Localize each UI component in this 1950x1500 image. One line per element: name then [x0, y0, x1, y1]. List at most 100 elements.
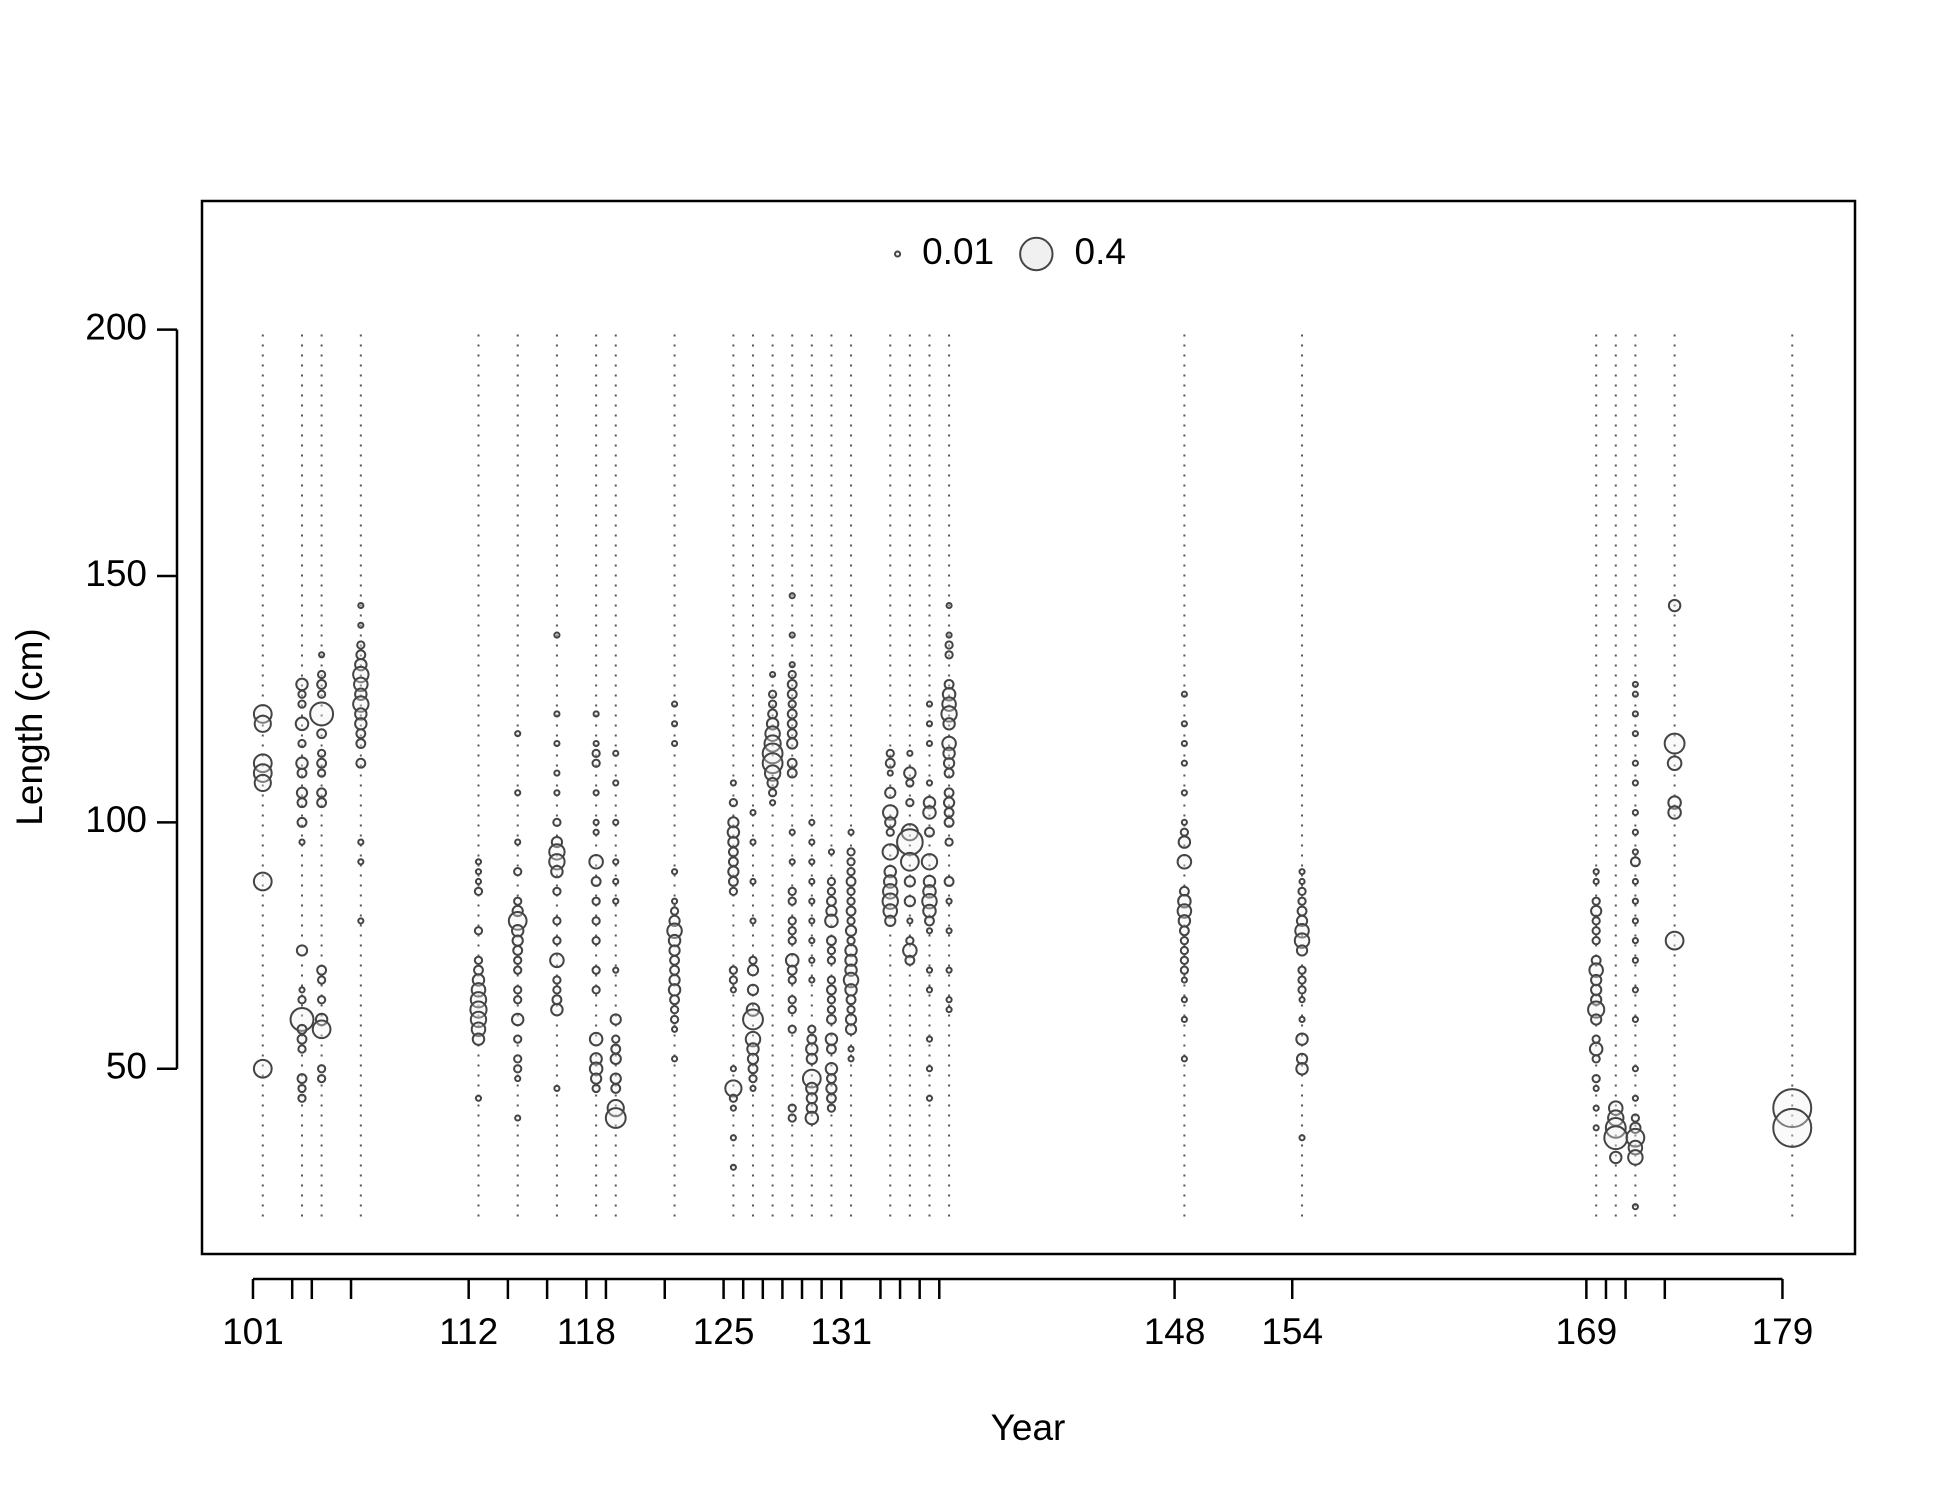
bubble	[295, 756, 309, 770]
bubble	[297, 995, 307, 1005]
bubble	[513, 1054, 523, 1064]
bubble	[1592, 1124, 1600, 1132]
bubble	[767, 699, 778, 709]
bubble	[749, 877, 757, 886]
bubble	[553, 710, 561, 718]
bubble	[1592, 1104, 1600, 1112]
bubble	[808, 897, 816, 905]
bubble	[296, 1073, 308, 1085]
bubble	[925, 1094, 934, 1102]
bubble	[808, 858, 816, 866]
bubble	[295, 944, 309, 957]
bubble	[590, 1072, 603, 1085]
bubble	[588, 1031, 604, 1047]
bubble	[844, 943, 858, 958]
bubble	[749, 838, 757, 846]
bubble	[727, 865, 740, 878]
bubble	[252, 871, 273, 892]
x-axis-title: Year	[991, 1407, 1066, 1448]
bubble	[316, 768, 327, 778]
bubble	[514, 1075, 522, 1083]
bubble	[1177, 914, 1192, 928]
bubble	[763, 764, 782, 782]
bubble	[786, 767, 798, 779]
bubble	[513, 867, 523, 877]
bubble	[591, 1083, 601, 1094]
bubble	[905, 798, 915, 808]
bubble	[787, 699, 797, 709]
bubble	[474, 868, 483, 876]
bubble	[1296, 905, 1308, 917]
bubble	[474, 858, 483, 866]
bubble	[807, 1024, 817, 1034]
bubble	[845, 905, 857, 917]
bubble	[896, 828, 924, 856]
bubble	[1591, 1073, 1601, 1084]
bubble	[826, 1004, 837, 1015]
bubble	[804, 1110, 820, 1126]
bubble	[549, 952, 565, 969]
bubble	[1631, 1015, 1639, 1024]
bubble	[1630, 1113, 1641, 1123]
bubble	[767, 708, 779, 720]
bubble	[609, 1072, 622, 1085]
bubble	[591, 985, 601, 995]
bubble	[298, 838, 306, 846]
bubble	[788, 631, 796, 639]
bubble	[808, 956, 816, 964]
bubble	[1295, 1062, 1309, 1076]
y-tick-label: 50	[106, 1046, 147, 1087]
bubble	[748, 955, 758, 965]
bubble	[847, 828, 855, 836]
bubble	[943, 816, 955, 828]
bubble	[882, 903, 899, 919]
bubble	[749, 917, 757, 925]
bubble	[513, 1064, 523, 1074]
bubble	[801, 1068, 822, 1089]
bubble	[769, 670, 777, 679]
bubble	[902, 942, 918, 959]
bubble	[845, 994, 857, 1006]
bubble	[826, 945, 837, 956]
bubble	[610, 1083, 622, 1094]
bubble	[1298, 1015, 1306, 1024]
bubble	[1180, 720, 1188, 728]
bubble	[1631, 730, 1639, 738]
bubble	[1592, 868, 1600, 876]
bubble	[787, 935, 797, 946]
bubble	[729, 779, 737, 787]
bubble	[922, 795, 937, 810]
bubble	[514, 789, 522, 797]
plot-frame	[200, 199, 1857, 1256]
bubble	[826, 1043, 837, 1055]
bubble	[1295, 944, 1309, 957]
bubble	[1591, 1034, 1601, 1044]
bubble	[805, 1052, 818, 1065]
bubble	[1631, 986, 1639, 994]
bubble	[746, 1052, 760, 1065]
bubble	[354, 707, 368, 721]
bubble	[824, 1062, 839, 1076]
bubble	[1604, 1116, 1627, 1139]
bubble	[724, 1079, 743, 1098]
bubble	[786, 737, 799, 750]
y-axis-title: Length (cm)	[9, 628, 50, 825]
bubble	[806, 1033, 818, 1045]
bubble	[1603, 1125, 1629, 1151]
bubble	[513, 995, 523, 1005]
bubble	[943, 807, 955, 818]
bubble	[552, 817, 562, 827]
x-tick-label: 125	[693, 1311, 755, 1352]
bubble	[592, 739, 600, 748]
bubble	[920, 853, 939, 871]
bubble	[296, 767, 308, 779]
bubble	[513, 896, 523, 906]
bubble	[826, 995, 837, 1005]
bubble	[591, 758, 601, 768]
bubble	[671, 1025, 679, 1033]
bubble	[552, 935, 562, 946]
bubble	[728, 1093, 739, 1103]
bubble	[744, 1030, 762, 1048]
bubble	[297, 689, 307, 699]
bubble	[1667, 598, 1682, 613]
